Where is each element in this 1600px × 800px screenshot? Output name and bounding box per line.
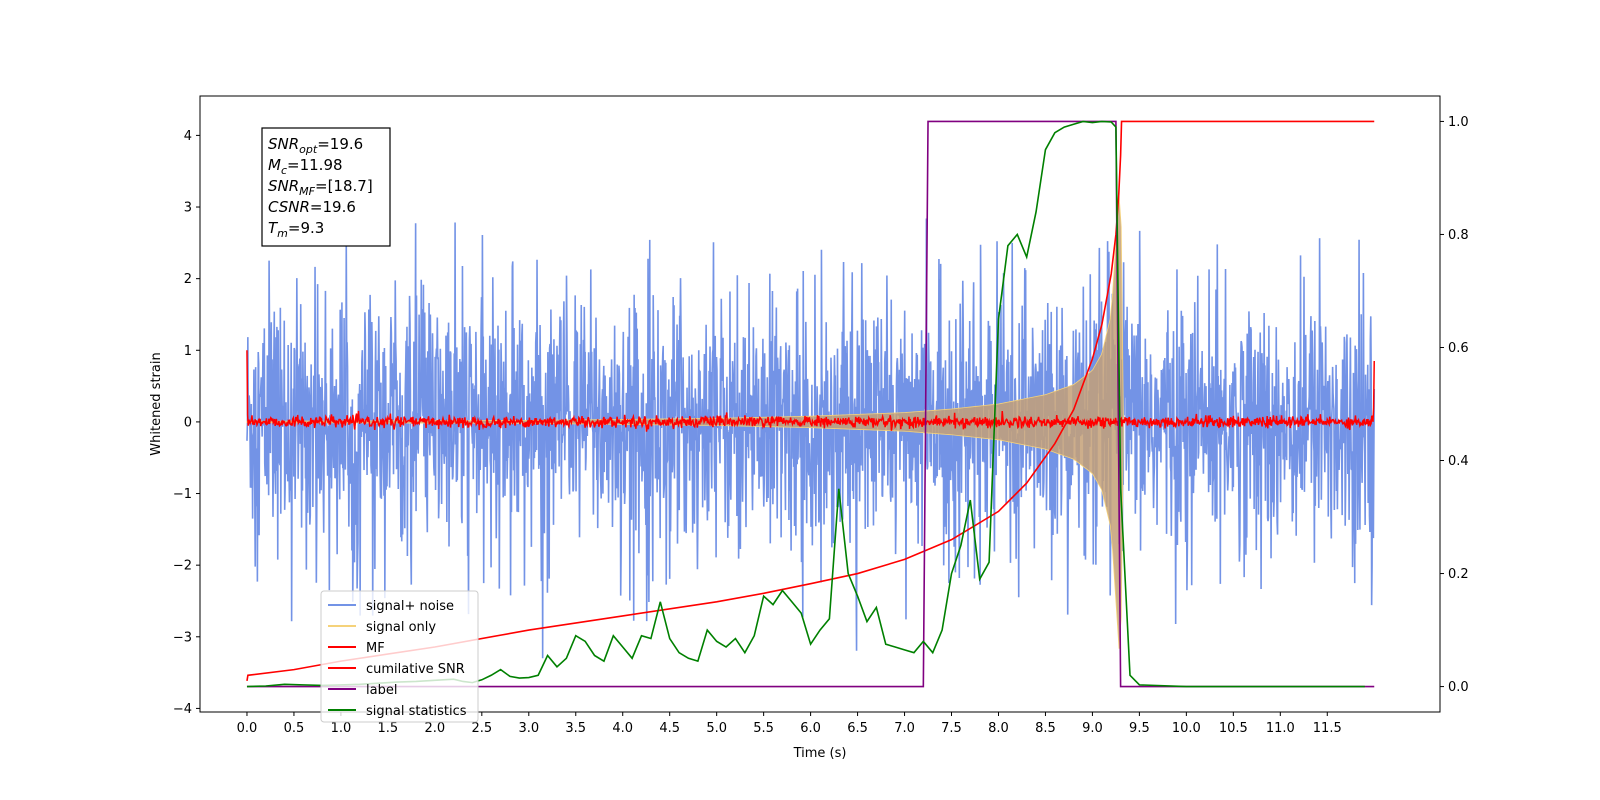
x-tick-label: 7.0 (894, 721, 915, 736)
x-tick-label: 0.5 (284, 721, 305, 736)
x-tick-label: 9.5 (1129, 721, 1150, 736)
legend-frame (320, 590, 479, 723)
y-left-tick-label: −3 (173, 630, 192, 645)
x-tick-label: 3.0 (518, 721, 539, 736)
y-right-tick-label: 0.6 (1448, 341, 1469, 356)
y-left-tick-label: −4 (173, 702, 192, 717)
y-right-tick-label: 0.0 (1448, 680, 1469, 695)
x-axis-label: Time (s) (793, 746, 847, 761)
annotation-box: SNRopt=19.6Mc=11.98SNRMF=[18.7]CSNR=19.6… (261, 127, 391, 247)
x-tick-label: 1.0 (331, 721, 352, 736)
x-tick-label: 9.0 (1082, 721, 1103, 736)
x-tick-label: 5.0 (706, 721, 727, 736)
axis-ticks: 0.0 0.5 1.0 1.5 2.0 2.5 3.0 3.5 4.0 4.5 5.0 5.5 6.0 6… (173, 115, 1469, 736)
series-label-line (246, 120, 1375, 688)
x-tick-label: 11.0 (1266, 721, 1295, 736)
x-tick-label: 4.5 (659, 721, 680, 736)
legend: signal+ noise signal only MF cumilative SNR… (320, 590, 479, 723)
series-mf-line (246, 350, 1375, 432)
x-tick-label: 7.5 (941, 721, 962, 736)
legend-label: signal only (366, 620, 436, 635)
annotation-line: Tm=9.3 (268, 219, 324, 240)
legend-label: signal+ noise (366, 599, 454, 614)
legend-label: cumilative SNR (366, 662, 465, 677)
y-left-tick-label: −2 (173, 559, 192, 574)
annotation-line: Mc=11.98 (268, 156, 343, 177)
y-left-tick-label: 0 (184, 415, 192, 430)
x-tick-label: 11.5 (1313, 721, 1342, 736)
x-tick-label: 8.5 (1035, 721, 1056, 736)
annotation-line: SNRopt=19.6 (268, 135, 363, 156)
y-left-tick-label: 1 (184, 344, 192, 359)
x-tick-label: 4.0 (612, 721, 633, 736)
x-tick-label: 8.0 (988, 721, 1009, 736)
legend-label: label (366, 683, 397, 698)
legend-label: signal statistics (366, 704, 467, 719)
y-left-tick-label: 4 (184, 129, 192, 144)
series-signal-statistics-line (246, 120, 1365, 688)
annotation-line: SNRMF=[18.7] (268, 177, 373, 198)
x-tick-label: 6.5 (847, 721, 868, 736)
annotation-frame (261, 127, 391, 247)
annotation-line: CSNR=19.6 (268, 198, 356, 216)
x-tick-label: 5.5 (753, 721, 774, 736)
y-right-tick-label: 0.2 (1448, 567, 1469, 582)
y-right-tick-label: 0.4 (1448, 454, 1469, 469)
x-tick-label: 1.5 (378, 721, 399, 736)
axes-frame (199, 95, 1441, 713)
y-left-tick-label: 2 (184, 272, 192, 287)
y-right-tick-label: 1.0 (1448, 115, 1469, 130)
x-tick-label: 2.0 (425, 721, 446, 736)
y-left-tick-label: 3 (184, 201, 192, 216)
y-axis-label: Whitened strain (149, 352, 164, 455)
series-signal-plus-noise-line (246, 218, 1376, 659)
x-tick-label: 0.0 (237, 721, 258, 736)
x-tick-label: 2.5 (471, 721, 492, 736)
x-tick-label: 10.5 (1219, 721, 1248, 736)
x-tick-label: 3.5 (565, 721, 586, 736)
x-tick-label: 6.0 (800, 721, 821, 736)
y-left-tick-label: −1 (173, 487, 192, 502)
legend-label: MF (366, 641, 385, 656)
y-right-tick-label: 0.8 (1448, 228, 1469, 243)
x-tick-label: 10.0 (1172, 721, 1201, 736)
